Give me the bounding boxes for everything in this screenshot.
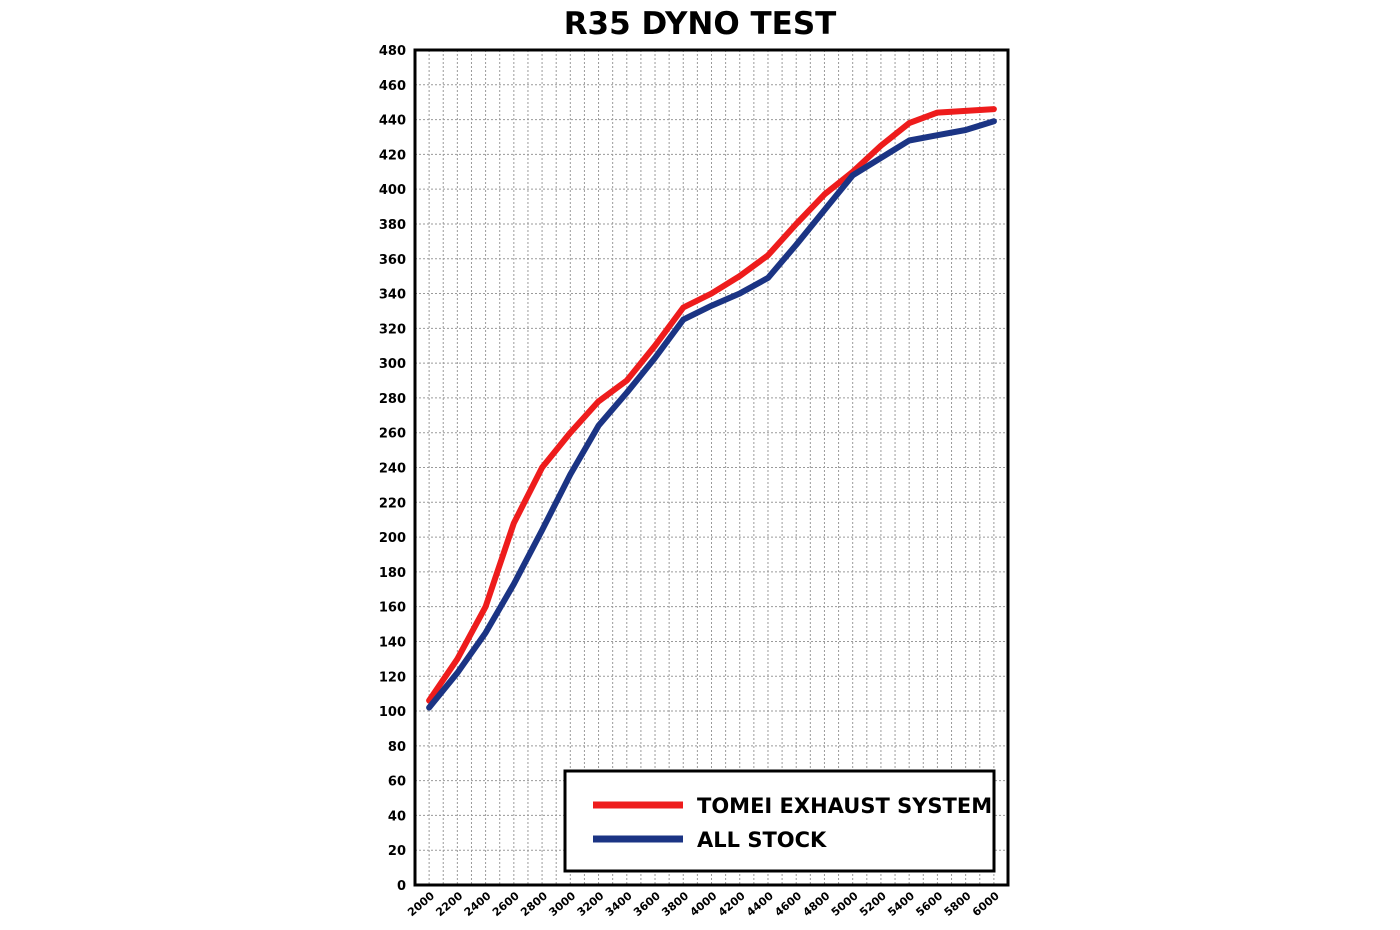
y-tick-label: 180 xyxy=(379,566,406,581)
x-tick-label: 5200 xyxy=(857,889,889,919)
x-tick-label: 2400 xyxy=(462,889,494,919)
grid-lines xyxy=(415,50,1008,885)
y-tick-label: 40 xyxy=(388,809,406,824)
y-tick-label: 380 xyxy=(379,218,406,233)
y-tick-label: 400 xyxy=(379,183,406,198)
y-tick-label: 80 xyxy=(388,740,406,755)
y-tick-label: 440 xyxy=(379,114,406,129)
x-tick-label: 3600 xyxy=(631,889,663,919)
y-tick-label: 320 xyxy=(379,322,406,337)
legend-box xyxy=(563,769,996,873)
x-tick-label: 4400 xyxy=(744,889,776,919)
series-line-0 xyxy=(426,106,997,704)
series-line-1 xyxy=(426,118,997,711)
x-tick-label: 6000 xyxy=(970,889,1002,919)
y-tick-label: 420 xyxy=(379,148,406,163)
legend-label-0: TOMEI EXHAUST SYSTEM xyxy=(697,794,992,818)
x-tick-label: 5600 xyxy=(914,889,946,919)
x-tick-label: 4000 xyxy=(688,889,720,919)
x-tick-label: 5400 xyxy=(885,889,917,919)
x-tick-label: 5800 xyxy=(942,889,974,919)
y-tick-label: 100 xyxy=(379,705,406,720)
x-tick-label: 4600 xyxy=(772,889,804,919)
legend-label-1: ALL STOCK xyxy=(697,828,827,852)
y-tick-label: 240 xyxy=(379,462,406,477)
x-tick-label: 4200 xyxy=(716,889,748,919)
y-tick-label: 20 xyxy=(388,844,406,859)
x-tick-label: 3400 xyxy=(603,889,635,919)
y-tick-label: 60 xyxy=(388,775,406,790)
x-tick-label: 4800 xyxy=(801,889,833,919)
y-tick-label: 160 xyxy=(379,601,406,616)
y-tick-label: 200 xyxy=(379,531,406,546)
y-tick-label: 0 xyxy=(397,879,406,894)
y-tick-label: 260 xyxy=(379,427,406,442)
x-tick-label: 2200 xyxy=(433,889,465,919)
series-lines xyxy=(426,106,997,711)
y-tick-label: 120 xyxy=(379,670,406,685)
x-tick-label: 3200 xyxy=(575,889,607,919)
plot-frame xyxy=(413,48,1010,887)
y-tick-label: 340 xyxy=(379,288,406,303)
y-tick-label: 360 xyxy=(379,253,406,268)
x-tick-label: 3000 xyxy=(546,889,578,919)
legend-entries: TOMEI EXHAUST SYSTEM ALL STOCK xyxy=(593,794,992,852)
x-tick-label: 5000 xyxy=(829,889,861,919)
legend: TOMEI EXHAUST SYSTEM ALL STOCK xyxy=(563,769,996,873)
x-tick-label: 2800 xyxy=(518,889,550,919)
y-tick-label: 480 xyxy=(379,44,406,59)
x-axis-tick-labels: 2000220024002600280030003200340036003800… xyxy=(405,889,1002,919)
x-tick-label: 2000 xyxy=(405,889,437,919)
x-tick-label: 2600 xyxy=(490,889,522,919)
x-tick-label: 3800 xyxy=(659,889,691,919)
y-tick-label: 280 xyxy=(379,392,406,407)
chart-title: R35 DYNO TEST xyxy=(564,6,837,42)
y-tick-label: 460 xyxy=(379,79,406,94)
y-tick-label: 220 xyxy=(379,496,406,511)
y-tick-label: 300 xyxy=(379,357,406,372)
y-axis-tick-labels: 0 20 40 60 80 100 120 140 160 180 200 220 240 260 280 3… xyxy=(379,44,406,894)
y-tick-label: 140 xyxy=(379,635,406,650)
